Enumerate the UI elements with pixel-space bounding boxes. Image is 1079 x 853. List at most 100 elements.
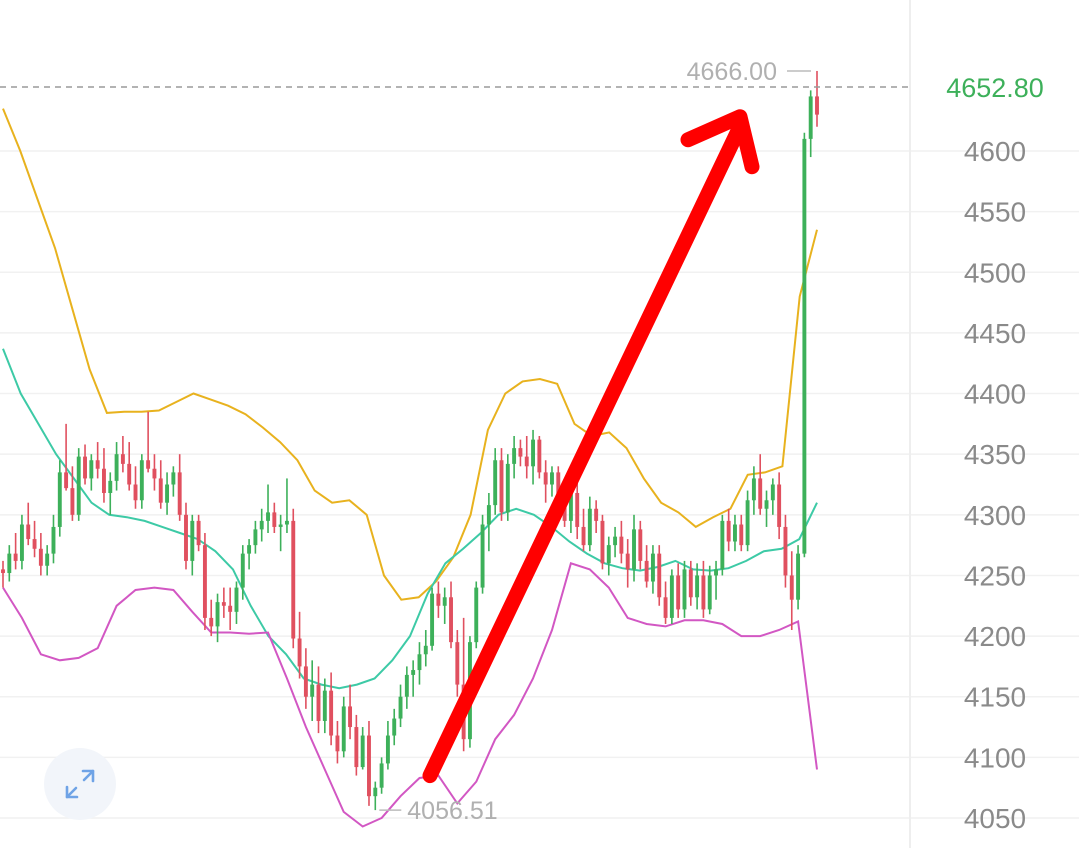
candle-body: [499, 460, 504, 513]
candle-body: [152, 468, 157, 479]
candle-body: [720, 520, 725, 570]
candle-body: [26, 524, 31, 540]
candle-body: [89, 460, 94, 479]
candle-body: [531, 439, 536, 467]
candle-body: [556, 472, 561, 497]
candle-body: [568, 492, 573, 521]
high-marker-label: 4666.00: [687, 58, 777, 86]
candle-body: [739, 524, 744, 546]
candle-body: [373, 787, 378, 797]
y-tick-label: 4100: [964, 742, 1026, 773]
red-arrow-annotation: [422, 109, 760, 784]
candle-body: [291, 520, 296, 639]
candle-body: [512, 448, 517, 464]
candle-body: [714, 569, 718, 576]
candle-body: [619, 536, 624, 554]
arrow-shaft: [422, 119, 748, 784]
candle-body: [663, 597, 668, 618]
candle-body: [442, 597, 447, 606]
candle-body: [777, 484, 782, 527]
candle-body: [423, 645, 428, 655]
expand-button[interactable]: [44, 748, 116, 820]
candle-body: [329, 690, 334, 736]
candle-body: [726, 520, 731, 542]
candle-body: [587, 508, 592, 546]
candle-body: [657, 553, 662, 598]
candle-body: [682, 569, 687, 610]
candle-body: [51, 526, 56, 554]
candle-body: [417, 654, 422, 671]
candle-body: [266, 512, 270, 521]
candle-body: [581, 526, 586, 546]
candle-body: [493, 460, 498, 506]
candle-body: [272, 512, 277, 527]
candle-body: [404, 674, 409, 697]
y-tick-label: 4600: [964, 136, 1026, 167]
candle-body: [146, 460, 151, 469]
candle-body: [392, 718, 397, 736]
candle-body: [76, 456, 81, 515]
candle-body: [184, 514, 188, 561]
candle-body: [38, 548, 43, 566]
band-lower-line: [2, 562, 818, 828]
candle-body: [348, 706, 353, 728]
y-tick-label: 4300: [964, 500, 1026, 531]
candle-body: [543, 472, 548, 485]
candle-body: [474, 587, 479, 643]
candle-body: [537, 439, 542, 473]
candle-body: [638, 529, 643, 561]
candle-body: [594, 508, 599, 521]
candle-body: [644, 560, 649, 582]
candle-body: [707, 575, 712, 610]
candle-body: [190, 520, 195, 561]
candle-body: [133, 484, 138, 501]
candle-body: [733, 524, 737, 542]
candle-body: [102, 468, 106, 493]
candle-body: [360, 735, 365, 768]
candle-body: [114, 454, 119, 481]
candle-body: [600, 520, 605, 564]
candle-body: [177, 472, 182, 515]
candle-body: [57, 472, 62, 527]
candle-body: [613, 536, 618, 546]
candle-body: [253, 529, 258, 546]
candle-body: [202, 545, 207, 618]
candle-body: [701, 575, 706, 610]
y-tick-label: 4450: [964, 318, 1026, 349]
candle-body: [83, 456, 87, 479]
candle-body: [335, 735, 340, 752]
candle-body: [221, 602, 226, 606]
y-tick-label: 4250: [964, 560, 1026, 591]
candle-body: [7, 553, 12, 574]
candle-body: [695, 575, 700, 598]
candle-body: [354, 727, 359, 768]
candle-body: [676, 575, 681, 610]
candle-body: [165, 484, 170, 503]
candle-body: [379, 763, 384, 788]
candle-body: [455, 642, 460, 685]
candle-body: [171, 472, 176, 485]
y-tick-label: 4500: [964, 257, 1026, 288]
arrow-head: [680, 109, 760, 175]
candle-body: [196, 520, 201, 546]
candle-body: [297, 638, 302, 667]
candle-body: [139, 460, 144, 501]
candle-body: [802, 138, 807, 554]
candles: [1, 70, 819, 811]
candle-body: [247, 545, 252, 554]
candle-body: [64, 472, 69, 489]
candle-body: [215, 602, 220, 627]
y-tick-label: 4550: [964, 197, 1026, 228]
candle-body: [95, 460, 100, 469]
candle-body: [764, 500, 769, 509]
price-markers: 4652.80 4666.00 4056.51: [0, 58, 1044, 825]
candle-body: [209, 617, 214, 627]
candle-body: [45, 553, 50, 566]
candle-body: [385, 735, 390, 764]
y-tick-label: 4200: [964, 621, 1026, 652]
candle-body: [770, 484, 775, 501]
bollinger-bands: [2, 108, 818, 828]
candle-body: [278, 524, 283, 527]
